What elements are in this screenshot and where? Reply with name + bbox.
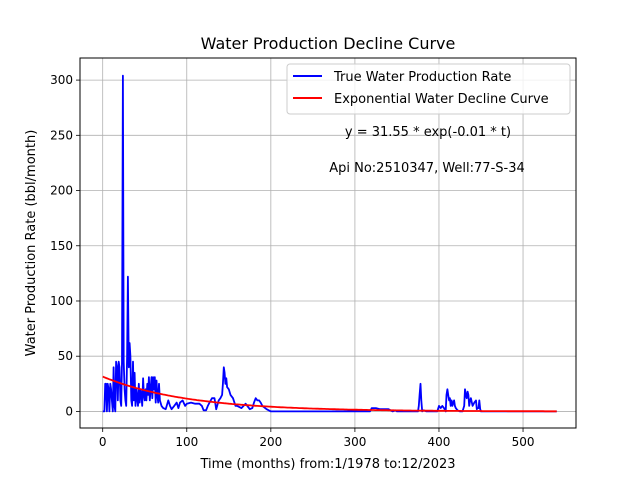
x-tick-label: 0 bbox=[99, 435, 107, 449]
y-tick-label: 0 bbox=[65, 404, 73, 418]
x-ticks: 0 100 200 300 400 500 bbox=[99, 428, 535, 449]
plot-frame bbox=[79, 57, 577, 429]
y-tick-label: 100 bbox=[50, 294, 73, 308]
chart-title: Water Production Decline Curve bbox=[201, 34, 456, 53]
y-tick-label: 300 bbox=[50, 73, 73, 87]
legend-label-true-rate: True Water Production Rate bbox=[333, 70, 511, 85]
x-tick-label: 400 bbox=[428, 435, 451, 449]
x-tick-label: 200 bbox=[259, 435, 282, 449]
plot-series bbox=[102, 74, 557, 413]
series-line-true-water-production-rate bbox=[102, 74, 557, 413]
x-tick-label: 500 bbox=[512, 435, 535, 449]
y-tick-label: 150 bbox=[50, 239, 73, 253]
x-tick-label: 100 bbox=[175, 435, 198, 449]
legend-label-decline-curve: Exponential Water Decline Curve bbox=[334, 92, 549, 107]
y-tick-label: 250 bbox=[50, 128, 73, 142]
legend: True Water Production Rate Exponential W… bbox=[286, 63, 571, 115]
x-axis-label: Time (months) from:1/1978 to:12/2023 bbox=[199, 457, 455, 472]
y-axis-label: Water Production Rate (bbl/month) bbox=[24, 130, 39, 357]
y-tick-label: 200 bbox=[50, 184, 73, 198]
y-tick-label: 50 bbox=[58, 349, 73, 363]
series-line-exponential-decline-curve bbox=[102, 375, 557, 413]
well-annotation: Api No:2510347, Well:77-S-34 bbox=[329, 161, 525, 176]
x-tick-label: 300 bbox=[343, 435, 366, 449]
equation-annotation: y = 31.55 * exp(-0.01 * t) bbox=[345, 125, 511, 140]
legend-box bbox=[286, 63, 571, 115]
y-ticks: 0 50 100 150 200 250 300 bbox=[50, 73, 80, 418]
